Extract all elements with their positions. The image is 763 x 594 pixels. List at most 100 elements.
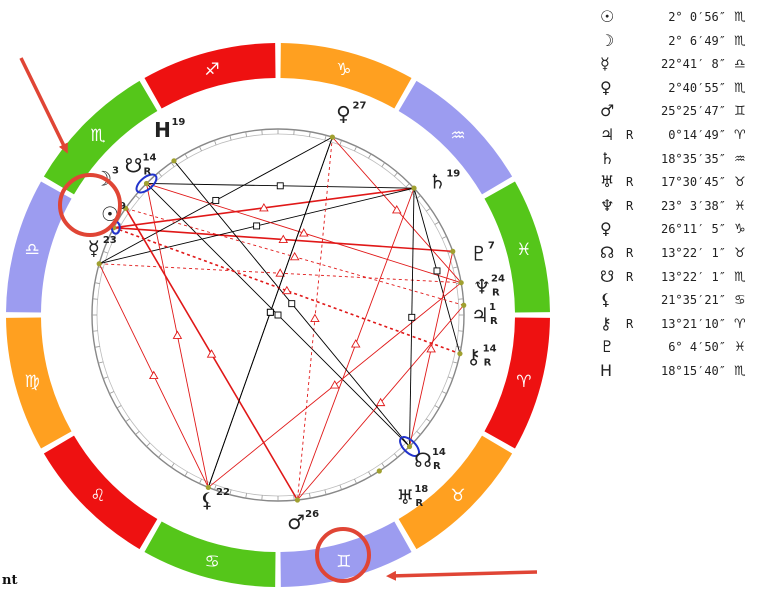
degree-tick bbox=[405, 183, 410, 188]
row-planet-symbol: ♅ bbox=[600, 172, 615, 192]
planet-degree-mercury: 23 bbox=[103, 235, 117, 246]
aspect-triangle-symbol bbox=[206, 349, 217, 358]
planet-retro-neptune: R bbox=[492, 287, 500, 298]
degree-tick bbox=[245, 131, 247, 137]
table-row: ♀ 26°11′ 5″ ♑ bbox=[592, 219, 760, 244]
zodiac-segment-taurus bbox=[398, 435, 513, 550]
aspect-line bbox=[113, 226, 461, 355]
planet-degree-sun: 9 bbox=[119, 201, 126, 212]
degree-tick bbox=[103, 376, 109, 379]
aspect-triangle-symbol bbox=[148, 370, 159, 380]
planet-degree-saturn: 19 bbox=[446, 168, 460, 179]
planet-retro-north-node: R bbox=[433, 461, 441, 472]
aspect-square-symbol bbox=[408, 313, 416, 321]
degree-tick bbox=[125, 418, 130, 423]
planet-degree-ascendant: 19 bbox=[171, 117, 185, 128]
degree-tick bbox=[426, 418, 431, 423]
zodiac-ring: ♐ ♑ ♒ ♓ ♈ ♉ ♊ ♋ ♌ ♍ ♎ ♏ bbox=[6, 43, 550, 587]
planet-glyph-lilith: ⚸ bbox=[200, 488, 215, 512]
aspect-triangle-symbol bbox=[259, 203, 269, 212]
zodiac-glyph-virgo: ♍ bbox=[25, 372, 40, 392]
row-planet-symbol: ☽ bbox=[600, 30, 615, 50]
degree-tick bbox=[184, 471, 188, 477]
aspect-triangle-symbol bbox=[172, 330, 183, 339]
aspect-triangle-symbol bbox=[275, 268, 285, 277]
planet-glyph-chiron: ⚷ bbox=[466, 345, 481, 369]
zodiac-segment-virgo bbox=[6, 317, 72, 449]
degree-tick bbox=[426, 207, 431, 212]
node-highlight-ellipse bbox=[399, 436, 421, 458]
row-sign-symbol: ♓ bbox=[734, 340, 746, 356]
zodiac-glyph-aries: ♈ bbox=[516, 372, 531, 392]
row-retrograde-flag: R bbox=[626, 127, 634, 142]
planet-degree-jupiter: 1 bbox=[489, 302, 496, 313]
planet-glyph-pluto: ♇ bbox=[470, 242, 488, 266]
row-sign-symbol: ♒ bbox=[734, 151, 746, 167]
degree-tick bbox=[368, 471, 372, 477]
table-row: ☽ 2° 6′49″ ♏ bbox=[592, 30, 760, 56]
degree-tick bbox=[135, 195, 140, 199]
planet-degree-venus: 27 bbox=[353, 100, 367, 111]
zodiac-glyph-gemini: ♊ bbox=[336, 552, 351, 572]
planet-glyph-jupiter: ♃ bbox=[471, 303, 489, 327]
aspect-triangle-symbol bbox=[329, 380, 340, 389]
degree-tick bbox=[158, 172, 162, 177]
aspect-square-symbol bbox=[253, 222, 261, 230]
degree-tick bbox=[135, 431, 140, 435]
degree-tick bbox=[354, 478, 357, 484]
row-sign-symbol: ♑ bbox=[734, 222, 746, 238]
corner-label: nt bbox=[2, 573, 18, 588]
row-sign-symbol: ♏ bbox=[734, 363, 746, 379]
degree-tick bbox=[416, 431, 421, 435]
planet-anchor-dot bbox=[411, 185, 417, 191]
arrow-left bbox=[19, 57, 68, 154]
row-position: 17°30′45″ bbox=[660, 175, 726, 190]
annotations bbox=[19, 57, 538, 583]
zodiac-segment-capricorn bbox=[280, 43, 412, 109]
row-position: 6° 4′50″ bbox=[668, 340, 726, 355]
degree-tick bbox=[447, 376, 453, 379]
planet-anchor-dot bbox=[458, 280, 464, 286]
degree-tick bbox=[214, 140, 217, 146]
row-sign-symbol: ♈ bbox=[734, 316, 746, 332]
aspect-lines bbox=[96, 134, 467, 503]
degree-tick bbox=[324, 489, 327, 495]
zodiac-glyph-capricorn: ♑ bbox=[336, 60, 351, 80]
table-row: ♃ R 0°14′49″ ♈ bbox=[592, 125, 760, 150]
row-planet-symbol: ☿ bbox=[600, 54, 610, 74]
table-row: ♅ R 17°30′45″ ♉ bbox=[592, 172, 760, 197]
row-planet-symbol: ♀ bbox=[600, 77, 612, 97]
planet-glyphs: ♀ 27♄ 19♇ 7♆ 24R♃ 1R⚷ 14R☊ 14R♅ 18R♂ 26⚸ 22☿ 23☉ 9☽ 3… bbox=[88, 100, 505, 534]
table-row: ♂ 25°25′47″ ♊ bbox=[592, 101, 760, 126]
planet-anchor-dot bbox=[205, 484, 211, 491]
row-sign-symbol: ♈ bbox=[734, 127, 746, 143]
degree-tick bbox=[98, 361, 104, 364]
planet-glyph-north-node: ☊ bbox=[414, 448, 432, 472]
planet-anchor-dot bbox=[376, 468, 382, 474]
degree-tick bbox=[214, 484, 217, 490]
highlight-circle-bottom bbox=[315, 527, 371, 583]
node-highlight-ellipse bbox=[135, 173, 158, 194]
degree-tick bbox=[354, 146, 357, 152]
degree-tick bbox=[170, 463, 175, 468]
table-row: H 18°15′40″ ♏ bbox=[592, 361, 760, 386]
row-sign-symbol: ♋ bbox=[734, 293, 746, 309]
degree-tick bbox=[452, 361, 458, 364]
degree-tick bbox=[324, 135, 327, 141]
row-position: 18°35′35″ bbox=[660, 151, 726, 166]
row-planet-symbol: ♆ bbox=[600, 195, 615, 215]
row-position: 13°21′10″ bbox=[660, 316, 726, 331]
zodiac-segment-aries bbox=[484, 317, 550, 449]
natal-chart-wheel: ♐ ♑♒♓♈♉♊♋♌♍♎♏ ♀ 27♄ 19♇ 7♆ 24R♃ 1R⚷ 14R☊ 14R♅ 18R… bbox=[6, 43, 550, 587]
degree-tick bbox=[368, 153, 372, 159]
row-retrograde-flag: R bbox=[626, 198, 634, 213]
zodiac-segment-leo bbox=[43, 435, 158, 550]
row-retrograde-flag: R bbox=[626, 316, 634, 331]
planet-glyph-mercury: ☿ bbox=[88, 236, 100, 260]
planet-anchor-dot bbox=[171, 158, 177, 164]
row-position: 2° 6′49″ bbox=[668, 33, 726, 48]
row-position: 13°22′ 1″ bbox=[660, 269, 726, 284]
row-sign-symbol: ♏ bbox=[734, 269, 746, 285]
row-planet-symbol: ☋ bbox=[600, 266, 615, 286]
planet-degree-mars: 26 bbox=[305, 509, 319, 520]
